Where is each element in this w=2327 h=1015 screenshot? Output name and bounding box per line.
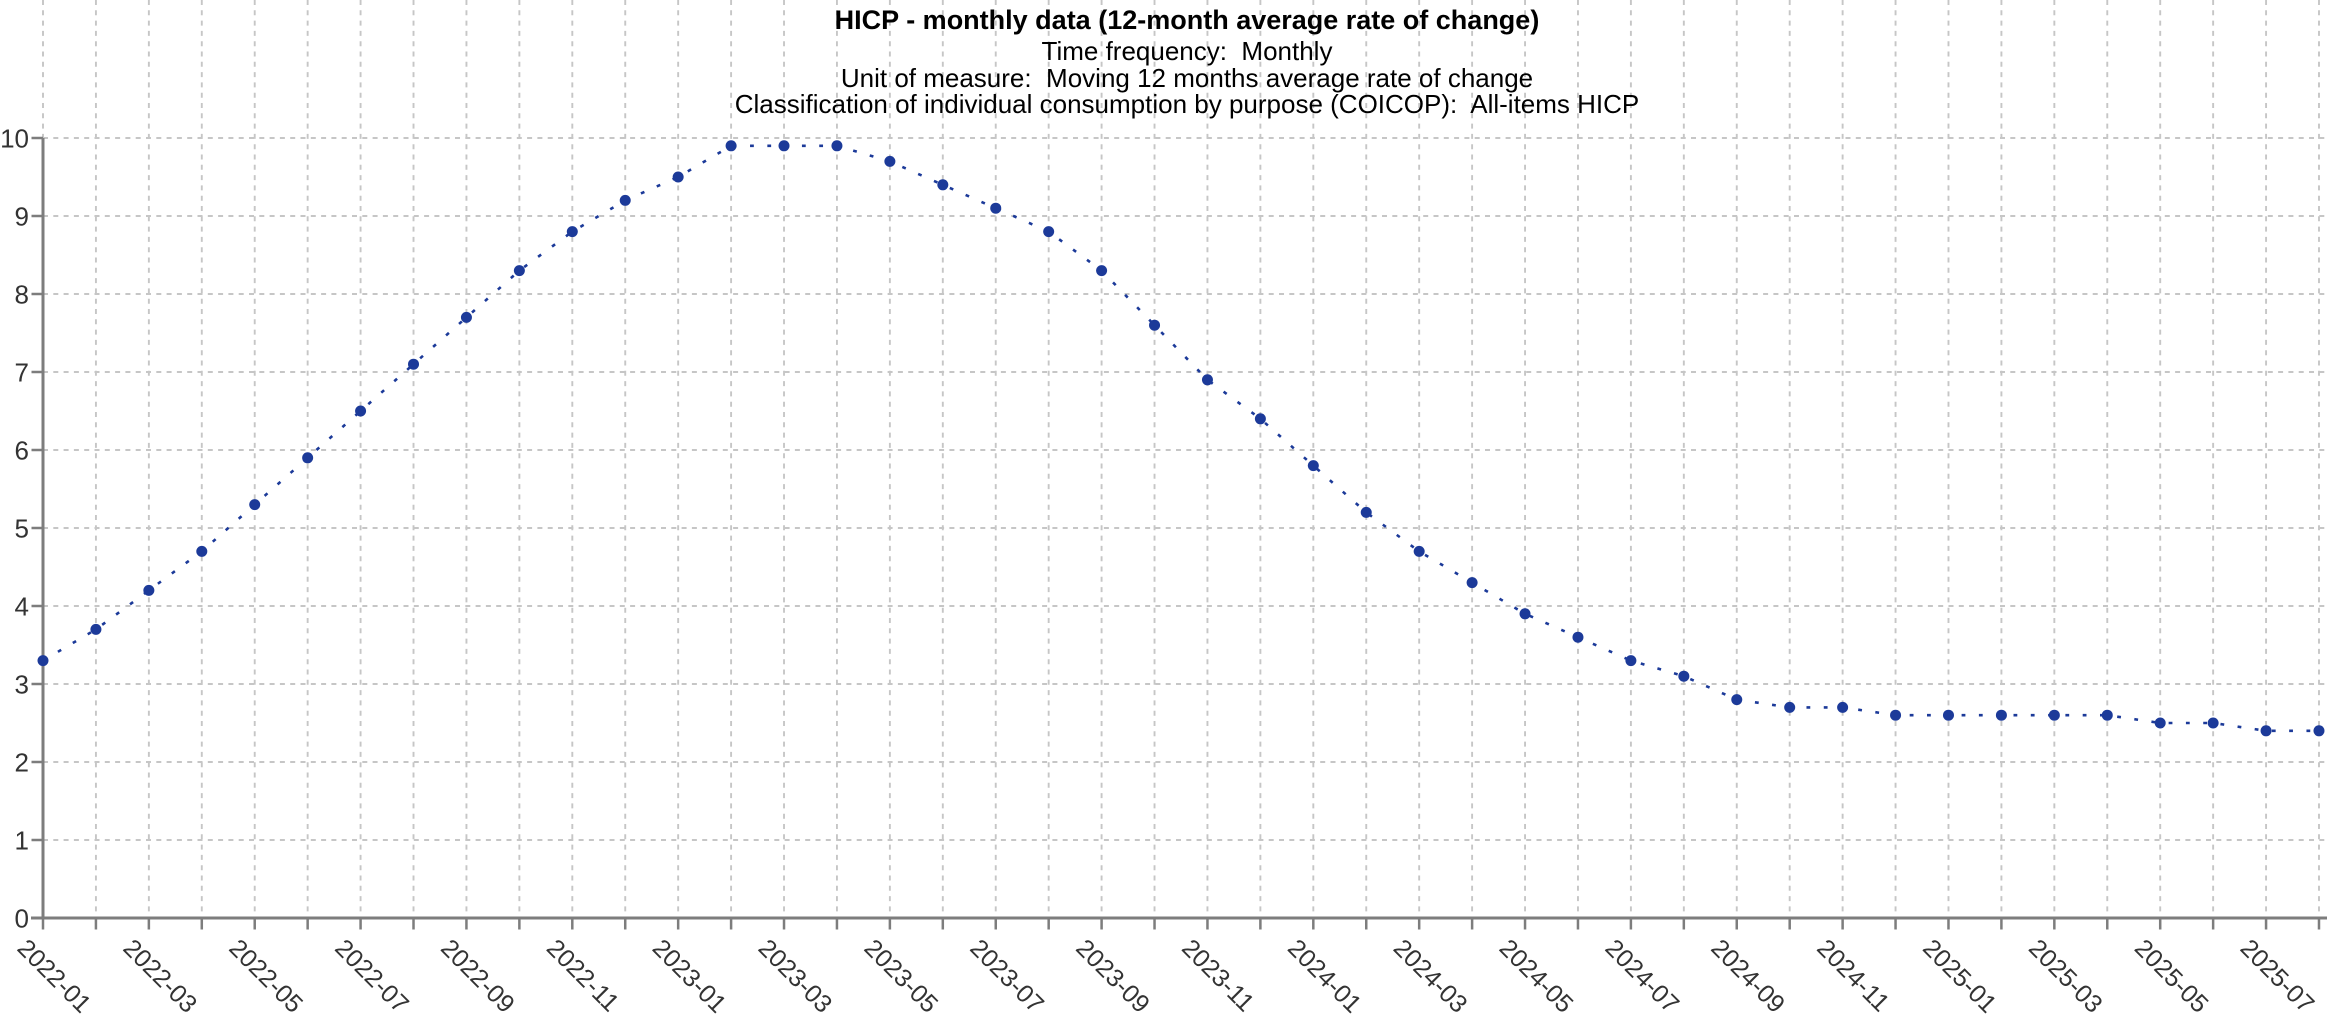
data-point [831, 140, 843, 152]
x-tick-label: 2022-09 [435, 934, 520, 1015]
data-point [1572, 631, 1584, 643]
x-tick-label: 2024-09 [1706, 934, 1791, 1015]
y-tick-label: 8 [15, 280, 29, 310]
data-point [143, 584, 155, 596]
x-tick-label: 2025-05 [2129, 934, 2214, 1015]
x-tick-label: 2025-03 [2023, 934, 2108, 1015]
x-tick-label: 2024-11 [1811, 934, 1894, 1015]
data-point [2207, 717, 2219, 729]
axis-ticks [31, 136, 2321, 930]
data-point [778, 140, 790, 152]
data-point [1678, 670, 1690, 682]
data-point [1149, 319, 1161, 331]
x-tick-label: 2025-01 [1917, 934, 2002, 1015]
y-tick-label: 2 [15, 748, 29, 778]
data-point [725, 140, 737, 152]
data-point [90, 623, 102, 635]
data-point [1519, 608, 1531, 620]
data-point [37, 655, 49, 667]
y-tick-label: 6 [15, 436, 29, 466]
y-tick-label: 0 [15, 904, 29, 934]
x-tick-label: 2024-01 [1282, 934, 1367, 1015]
data-point [460, 311, 472, 323]
data-point [2101, 709, 2113, 721]
data-point [884, 155, 896, 167]
data-point [1307, 460, 1319, 472]
data-point [1837, 701, 1849, 713]
data-point [2048, 709, 2060, 721]
series-line [42, 144, 2319, 733]
data-point [1625, 655, 1637, 667]
data-point [1254, 413, 1266, 425]
data-point [2154, 717, 2166, 729]
y-tick-label: 3 [15, 670, 29, 700]
data-series [37, 140, 2325, 737]
data-point [355, 405, 367, 417]
x-tick-label: 2022-05 [223, 934, 308, 1015]
x-tick-label: 2024-07 [1600, 934, 1685, 1015]
x-tick-label: 2023-07 [964, 934, 1049, 1015]
data-point [2313, 725, 2325, 737]
data-point [1942, 709, 1954, 721]
y-tick-label: 7 [15, 358, 29, 388]
y-tick-label: 10 [0, 124, 29, 154]
data-point [566, 226, 578, 238]
y-tick-label: 9 [15, 202, 29, 232]
data-point [937, 179, 949, 191]
data-point [2260, 725, 2272, 737]
data-point [1731, 694, 1743, 706]
y-tick-labels: 0 1 2 3 4 5 6 7 8 9 10 [0, 124, 29, 934]
x-tick-label: 2023-09 [1070, 934, 1155, 1015]
x-tick-label: 2023-01 [647, 934, 732, 1015]
x-tick-label: 2022-03 [118, 934, 203, 1015]
y-tick-label: 1 [15, 826, 29, 856]
data-point [672, 171, 684, 183]
data-point [196, 545, 208, 557]
x-tick-label: 2022-01 [12, 934, 97, 1015]
data-point [1096, 265, 1108, 277]
data-point [990, 202, 1002, 214]
x-tick-label: 2022-11 [541, 934, 624, 1015]
x-tick-labels: 2022-01 2022-03 2022-05 2022-07 2022-09 2022-… [12, 934, 2320, 1015]
data-point [1995, 709, 2007, 721]
data-point [1413, 545, 1425, 557]
x-tick-label: 2023-11 [1176, 934, 1259, 1015]
data-point [1466, 577, 1478, 589]
data-point [1360, 506, 1372, 518]
data-point [1201, 374, 1213, 386]
data-point [1784, 701, 1796, 713]
data-point [513, 265, 525, 277]
x-tick-label: 2023-05 [859, 934, 944, 1015]
y-tick-label: 5 [15, 514, 29, 544]
vertical-gridlines [42, 0, 2320, 918]
x-tick-label: 2024-03 [1388, 934, 1473, 1015]
data-point [1890, 709, 1902, 721]
x-tick-label: 2023-03 [753, 934, 838, 1015]
data-point [619, 194, 631, 206]
x-tick-label: 2024-05 [1494, 934, 1579, 1015]
data-point [408, 358, 420, 370]
x-tick-label: 2025-07 [2235, 934, 2320, 1015]
data-point [1043, 226, 1055, 238]
y-tick-label: 4 [15, 592, 29, 622]
horizontal-gridlines [43, 137, 2327, 841]
data-point [302, 452, 314, 464]
data-point [249, 499, 261, 511]
x-tick-label: 2022-07 [329, 934, 414, 1015]
